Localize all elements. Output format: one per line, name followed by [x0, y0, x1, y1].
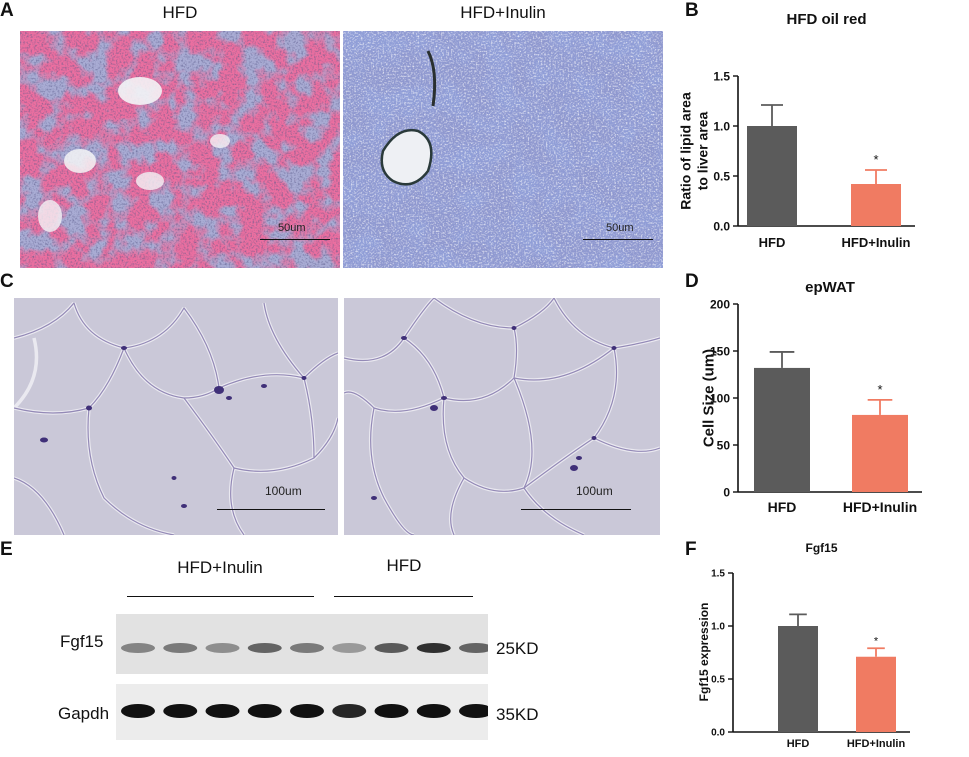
adipose-he-micrograph-hfd-inulin: 100um: [344, 298, 660, 535]
bar-hfd: [778, 626, 818, 732]
group-line-hfd-inulin: [127, 596, 314, 597]
x-category-label: HFD: [768, 499, 797, 515]
chart-title: Fgf15: [805, 541, 837, 555]
fgf15-band: [247, 643, 282, 653]
y-axis-label: Ratio of lipid area: [680, 92, 693, 210]
scale-bar: [583, 239, 653, 240]
panel-label-b: B: [685, 0, 699, 21]
scale-bar-label: 50um: [278, 222, 306, 234]
gapdh-band: [121, 704, 155, 718]
gapdh-band: [416, 704, 451, 718]
x-category-label: HFD+Inulin: [842, 235, 911, 250]
y-tick-label: 0: [723, 485, 730, 499]
fgf15-band: [205, 643, 240, 653]
group-label-hfd-inulin: HFD+Inulin: [177, 558, 263, 577]
y-tick-label: 100: [710, 391, 730, 405]
bar-hfd: [747, 126, 797, 226]
molecular-weight-25kd: 25KD: [496, 639, 539, 658]
fgf15-band: [332, 643, 367, 653]
y-axis-label-group: Cell Size (um): [700, 349, 717, 447]
y-tick-label: 1.0: [713, 119, 730, 133]
scale-bar-label: 50um: [606, 222, 634, 234]
chart-title: epWAT: [805, 279, 855, 296]
panel-label-c: C: [0, 271, 14, 292]
fgf15-band: [121, 643, 155, 653]
x-category-label: HFD+Inulin: [843, 499, 917, 515]
scale-bar-label: 100um: [576, 484, 613, 498]
bar-hfd: [754, 367, 810, 492]
bar-hfd-inulin: [851, 184, 901, 226]
adipose-he-micrograph-hfd: 100um: [14, 298, 338, 535]
gapdh-band: [290, 704, 324, 718]
significance-marker: *: [877, 382, 882, 397]
western-blot-fgf15: [116, 614, 493, 674]
blot-label-gapdh: Gapdh: [58, 704, 110, 723]
western-blot-gapdh: [116, 684, 493, 740]
chart-f: Fgf15 0.0 0.5 1.0 1.5 Fgf15 expression HFD * HFD…: [680, 540, 969, 752]
panel-label-d: D: [685, 271, 699, 292]
panel-label-e: E: [0, 539, 13, 560]
bar-hfd-inulin: [856, 656, 896, 732]
blot-label-fgf15: Fgf15: [60, 632, 104, 651]
gapdh-band: [332, 704, 367, 718]
fgf15-band: [290, 643, 324, 653]
gapdh-band: [163, 704, 198, 718]
molecular-weight-35kd: 35KD: [496, 705, 539, 724]
y-tick-label: 200: [710, 297, 730, 311]
x-category-label: HFD: [759, 235, 786, 250]
y-tick-label: 50: [717, 438, 731, 452]
y-axis-label: Fgf15 expression: [697, 603, 711, 702]
y-tick-label: 1.5: [713, 69, 730, 83]
y-tick-label: 1.5: [711, 569, 725, 580]
scale-bar: [217, 509, 325, 510]
scale-bar: [260, 239, 330, 240]
panel-a-title-hfd: HFD: [162, 3, 198, 22]
fgf15-band: [459, 643, 493, 653]
chart-b: HFD oil red 0.0 0.5 1.0 1.5 Ratio of lipid ar…: [677, 4, 969, 268]
y-tick-label: 0.5: [713, 169, 730, 183]
group-label-hfd: HFD: [386, 556, 422, 575]
y-tick-label: 150: [710, 344, 730, 358]
y-tick-label: 0.0: [711, 728, 725, 739]
bar-hfd-inulin: [852, 414, 908, 492]
significance-marker: *: [873, 152, 878, 167]
y-tick-label: 1.0: [711, 622, 725, 633]
y-axis-label: Cell Size (um): [700, 349, 717, 447]
y-tick-label: 0.5: [711, 675, 725, 686]
group-line-hfd: [334, 596, 473, 597]
panel-label-a: A: [0, 0, 14, 21]
chart-title: HFD oil red: [786, 11, 866, 28]
y-tick-label: 0.0: [713, 219, 730, 233]
scale-bar: [521, 509, 631, 510]
scale-bar-label: 100um: [265, 484, 302, 498]
y-axis-label-group: Fgf15 expression: [697, 603, 711, 702]
oil-red-micrograph-hfd-inulin: 50um: [343, 31, 663, 268]
y-axis-label: to liver area: [694, 111, 710, 190]
significance-marker: *: [874, 635, 879, 647]
fgf15-band: [374, 643, 409, 653]
oil-red-micrograph-hfd: 50um: [20, 31, 340, 268]
fgf15-band: [416, 643, 451, 653]
chart-d: epWAT 0 50 100 150 200 Cell Size (um) HFD * HFD+I…: [680, 272, 969, 536]
x-category-label: HFD+Inulin: [847, 738, 906, 750]
gapdh-band: [247, 704, 282, 718]
gapdh-band: [205, 704, 240, 718]
fgf15-band: [163, 643, 198, 653]
gapdh-band: [459, 704, 493, 718]
gapdh-band: [374, 704, 409, 718]
x-category-label: HFD: [787, 738, 810, 750]
panel-a-title-hfd-inulin: HFD+Inulin: [460, 3, 546, 22]
panel-label-f: F: [685, 539, 697, 560]
